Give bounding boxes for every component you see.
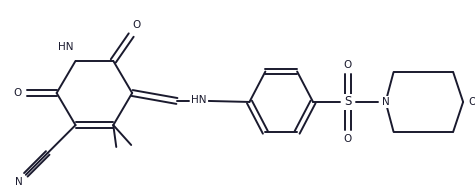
Text: HN: HN bbox=[58, 42, 73, 52]
Text: N: N bbox=[382, 97, 390, 107]
Text: O: O bbox=[14, 88, 22, 98]
Text: N: N bbox=[15, 177, 23, 187]
Text: HN: HN bbox=[191, 95, 207, 105]
Text: O: O bbox=[468, 97, 475, 107]
Text: O: O bbox=[344, 60, 352, 70]
Text: O: O bbox=[344, 134, 352, 144]
Text: S: S bbox=[344, 95, 352, 108]
Text: O: O bbox=[132, 20, 140, 30]
